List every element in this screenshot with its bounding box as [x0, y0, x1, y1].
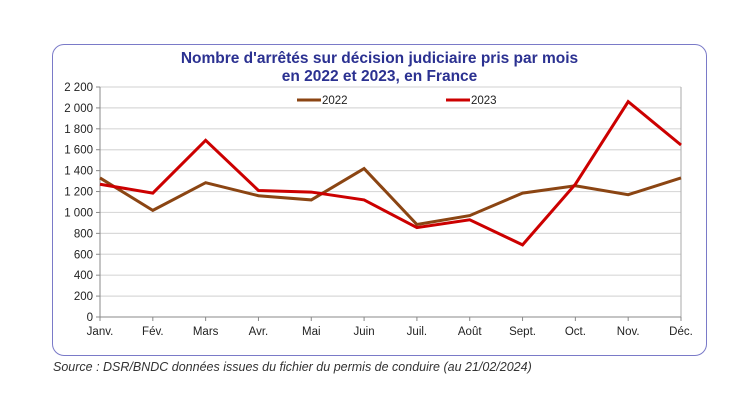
y-tick-label: 1 200: [64, 187, 93, 199]
y-tick-label: 2 200: [64, 82, 93, 94]
x-tick-label: Juin: [354, 326, 375, 338]
title-line-2: en 2022 et 2023, en France: [281, 68, 478, 85]
x-tick-label: Oct.: [565, 326, 586, 338]
y-tick-label: 800: [74, 228, 93, 240]
y-tick-label: 2 000: [64, 103, 93, 115]
y-tick-label: 1 000: [64, 207, 93, 219]
x-tick-label: Janv.: [87, 326, 114, 338]
y-tick-label: 1 600: [64, 145, 93, 157]
series-line-2023: [99, 99, 682, 247]
x-tick-label: Déc.: [669, 326, 693, 338]
source-note: Source : DSR/BNDC données issues du fich…: [53, 360, 532, 374]
y-tick-label: 1 800: [64, 124, 93, 136]
series-line-2022: [99, 166, 682, 227]
x-tick-label: Fév.: [142, 326, 164, 338]
chart-title: Nombre d'arrêtés sur décision judiciaire…: [52, 50, 707, 86]
y-tick-label: 400: [74, 270, 93, 282]
x-tick-label: Sept.: [509, 326, 536, 338]
y-tick-label: 600: [74, 249, 93, 261]
chart-frame: [52, 44, 707, 356]
y-tick-label: 200: [74, 291, 93, 303]
x-tick-label: Juil.: [407, 326, 427, 338]
x-tick-label: Avr.: [249, 326, 269, 338]
legend-label-2022: 2022: [322, 95, 348, 107]
x-tick-label: Nov.: [617, 326, 640, 338]
x-tick-label: Août: [458, 326, 482, 338]
y-tick-label: 1 400: [64, 166, 93, 178]
y-tick-label: 0: [87, 312, 93, 324]
title-line-1: Nombre d'arrêtés sur décision judiciaire…: [180, 50, 579, 67]
x-tick-label: Mai: [302, 326, 321, 338]
legend-label-2023: 2023: [471, 95, 497, 107]
x-tick-label: Mars: [193, 326, 219, 338]
